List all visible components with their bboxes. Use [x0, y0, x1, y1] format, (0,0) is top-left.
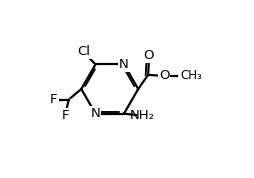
Text: N: N	[119, 58, 129, 71]
Text: CH₃: CH₃	[181, 69, 202, 82]
Text: O: O	[159, 69, 169, 82]
Text: NH₂: NH₂	[130, 109, 155, 122]
Text: N: N	[91, 107, 100, 120]
Text: Cl: Cl	[77, 45, 90, 58]
Text: F: F	[62, 109, 69, 122]
Text: O: O	[144, 49, 154, 62]
Text: F: F	[50, 93, 57, 106]
